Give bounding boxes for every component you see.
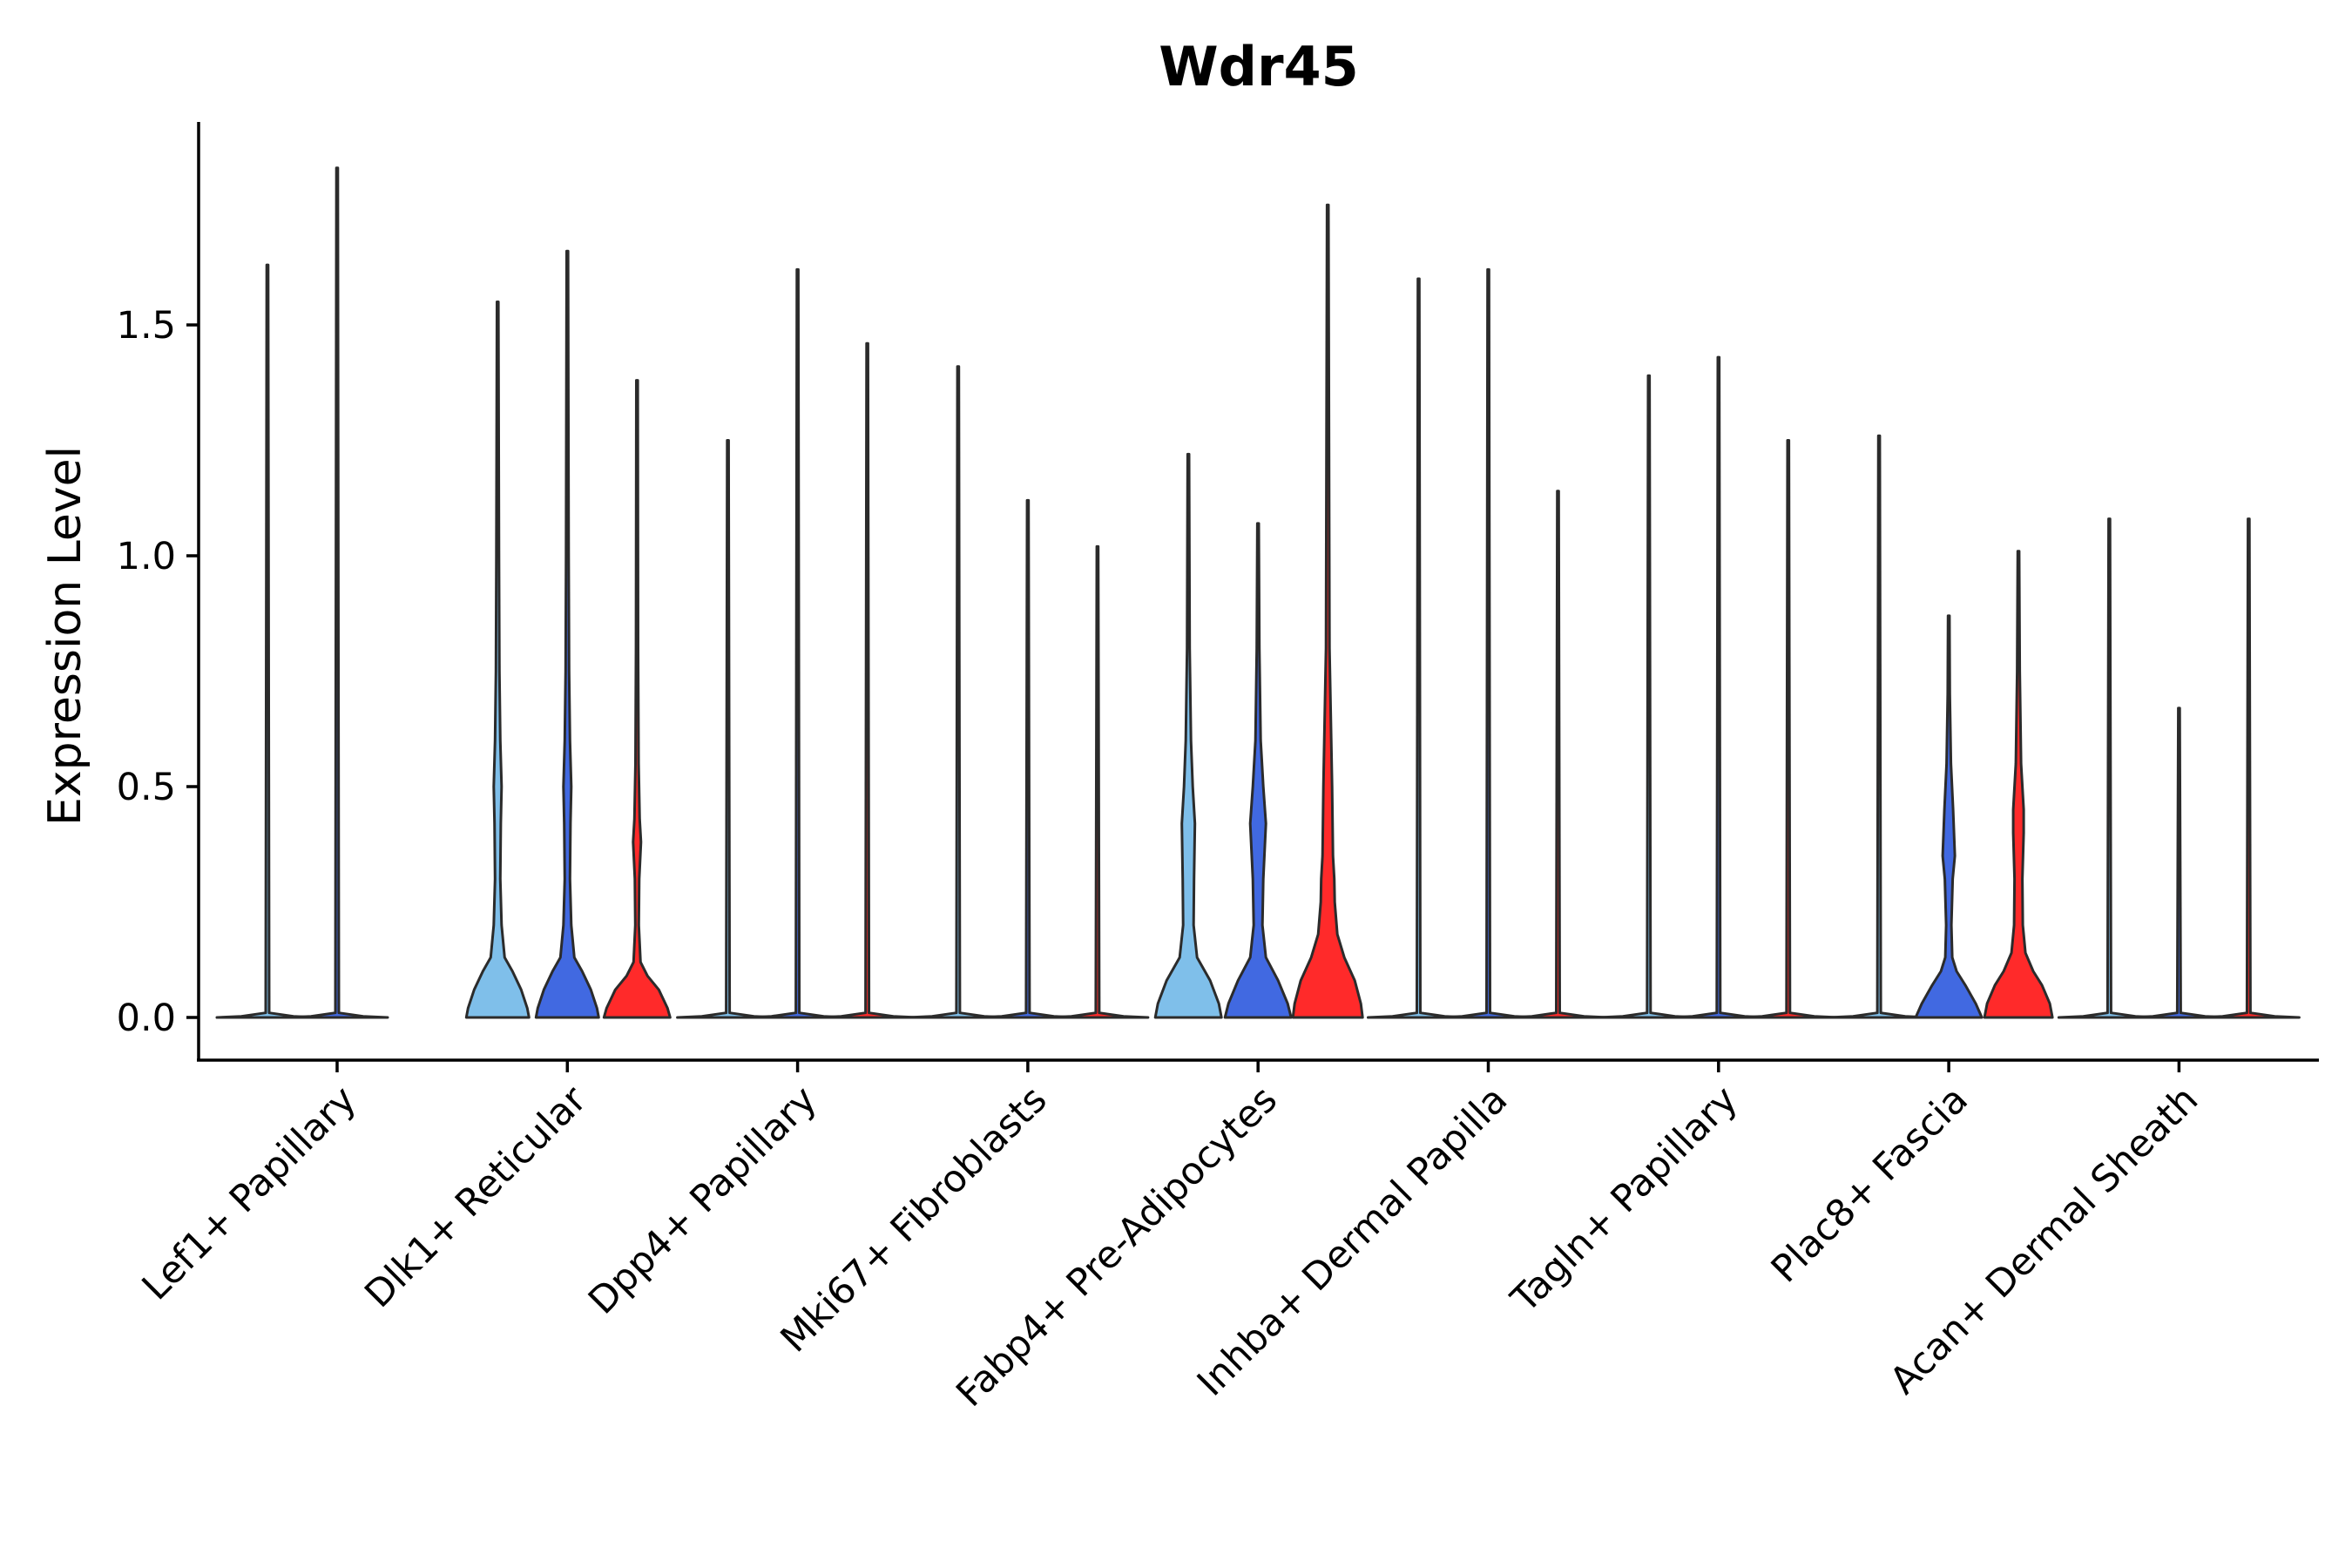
x-tick-label: Mki67+ Fibroblasts — [773, 1078, 1056, 1361]
y-tick-label: 1.5 — [117, 304, 176, 348]
violin-5-3 — [1291, 203, 1364, 1019]
violin-1-2 — [285, 166, 389, 1019]
y-tick-label: 0.0 — [117, 997, 176, 1040]
violin-5-1 — [1153, 452, 1223, 1019]
violin-7-2 — [1666, 355, 1771, 1019]
y-axis-label: Expression Level — [39, 446, 91, 826]
violin-8-3 — [1983, 550, 2054, 1019]
violin-layer — [215, 166, 2301, 1019]
violin-6-1 — [1367, 277, 1470, 1019]
violin-1-1 — [215, 263, 320, 1019]
violin-9-2 — [2126, 706, 2231, 1019]
violin-3-2 — [746, 267, 850, 1019]
violin-9-3 — [2196, 517, 2301, 1019]
violin-8-2 — [1914, 614, 1984, 1019]
violin-4-1 — [906, 365, 1010, 1019]
violin-7-3 — [1736, 439, 1841, 1019]
violin-5-2 — [1223, 522, 1293, 1019]
x-tick-label: Plac8+ Fascia — [1763, 1078, 1977, 1291]
violin-3-3 — [815, 341, 920, 1019]
x-tick-label: Dpp4+ Papillary — [580, 1078, 825, 1322]
y-ticks: 0.0 0.5 1.0 1.5 — [117, 304, 199, 1040]
x-tick-label: Dlk1+ Reticular — [356, 1078, 595, 1316]
violin-7-1 — [1597, 374, 1701, 1019]
violin-2-1 — [464, 301, 531, 1019]
violin-6-2 — [1436, 267, 1540, 1019]
y-tick-label: 0.5 — [117, 766, 176, 809]
violin-2-2 — [534, 249, 600, 1019]
violin-8-1 — [1827, 434, 1931, 1019]
chart-title: Wdr45 — [1159, 35, 1359, 98]
violin-9-1 — [2057, 517, 2161, 1019]
violin-4-3 — [1045, 544, 1150, 1019]
x-tick-label: Lef1+ Papillary — [134, 1078, 365, 1308]
violin-3-1 — [676, 439, 781, 1019]
violin-2-3 — [602, 379, 672, 1019]
violin-4-2 — [976, 498, 1080, 1019]
violin-6-3 — [1506, 490, 1610, 1019]
x-tick-label: Tagln+ Papillary — [1503, 1078, 1747, 1321]
y-tick-label: 1.0 — [117, 535, 176, 578]
